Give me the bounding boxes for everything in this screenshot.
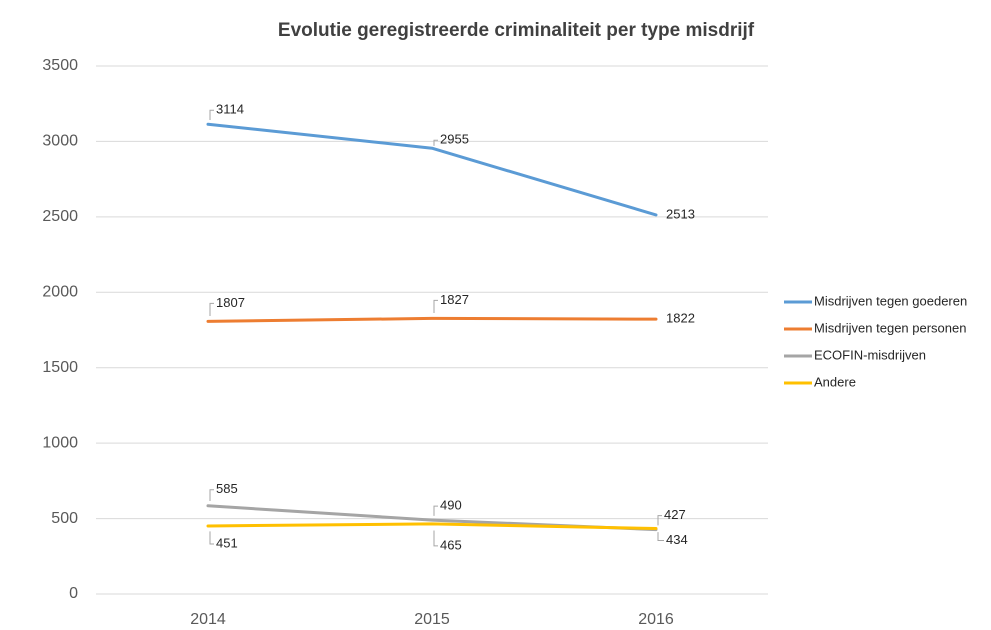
data-label: 465 (440, 537, 462, 552)
leader-line (433, 299, 438, 313)
chart-title: Evolutie geregistreerde criminaliteit pe… (278, 20, 755, 41)
legend-label: Misdrijven tegen personen (814, 320, 966, 335)
data-label: 451 (216, 535, 238, 550)
leader-line (657, 532, 664, 542)
series-line (206, 316, 658, 323)
data-label: 2513 (666, 206, 695, 221)
x-tick-label: 2014 (190, 611, 226, 628)
data-label: 490 (440, 498, 462, 513)
data-label: 1807 (216, 295, 245, 310)
data-label: 1822 (666, 311, 695, 326)
data-label: 3114 (216, 102, 244, 117)
leader-line (433, 530, 438, 547)
y-tick-label: 3000 (42, 133, 78, 150)
legend-label: Misdrijven tegen goederen (814, 293, 967, 308)
data-label: 427 (664, 507, 686, 522)
y-tick-label: 500 (51, 510, 78, 527)
y-tick-label: 2500 (42, 208, 78, 225)
legend-label: Andere (814, 374, 856, 389)
series-line (206, 122, 658, 217)
leader-line (433, 139, 438, 146)
data-label: 434 (666, 532, 688, 547)
leader-line (209, 489, 214, 501)
leader-line (209, 531, 214, 545)
leader-line (433, 505, 438, 516)
y-tick-label: 0 (69, 585, 78, 602)
y-tick-label: 1000 (42, 434, 78, 451)
x-tick-label: 2015 (414, 611, 450, 628)
y-tick-label: 2000 (42, 284, 78, 301)
leader-line (209, 302, 214, 317)
leader-line (657, 515, 662, 526)
legend-label: ECOFIN-misdrijven (814, 347, 926, 362)
y-tick-label: 1500 (42, 359, 78, 376)
data-label: 585 (216, 481, 238, 496)
leader-line (209, 109, 214, 121)
y-tick-label: 3500 (42, 57, 78, 74)
x-tick-label: 2016 (638, 611, 674, 628)
data-label: 1827 (440, 292, 469, 307)
data-label: 2955 (440, 132, 469, 147)
series-line (206, 522, 658, 531)
